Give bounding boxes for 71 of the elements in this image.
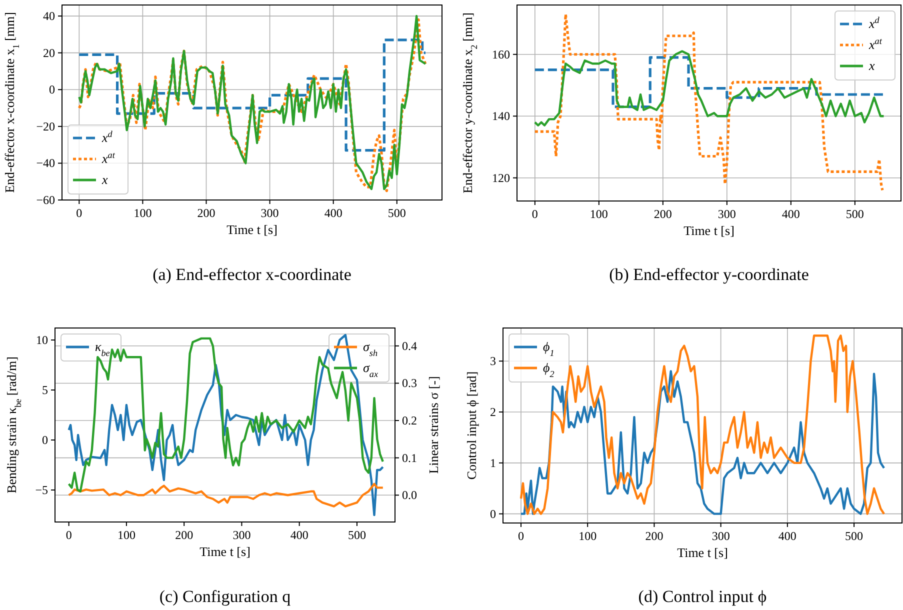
- x-tick-label: 500: [388, 206, 406, 220]
- x-tick-label: 100: [590, 207, 608, 221]
- y2-tick-label: 0.0: [402, 488, 417, 502]
- text: (d) Control input ϕ: [638, 587, 767, 606]
- y-tick-label: 0: [490, 506, 496, 521]
- x-tick-label: 400: [778, 529, 796, 543]
- y-tick-label: 0: [49, 82, 55, 97]
- x-tick-label: 500: [348, 528, 366, 542]
- y-tick-label: 40: [43, 9, 55, 24]
- y-tick-label: 20: [43, 46, 55, 60]
- y-tick-label: 5: [42, 383, 48, 397]
- x-tick-label: 300: [232, 528, 251, 542]
- text: (b) End-effector y-coordinate: [609, 265, 809, 284]
- x-tick-label: 0: [518, 529, 524, 543]
- y-tick-label: −60: [36, 193, 55, 207]
- x-tick-label: 400: [324, 206, 342, 220]
- x-tick-label: 100: [578, 529, 597, 543]
- x-tick-label: 0: [76, 206, 82, 220]
- x-tick-label: 100: [117, 528, 136, 542]
- y-tick-label: 120: [492, 170, 510, 185]
- y-axis-title: Control input ϕ [rad]: [464, 371, 479, 480]
- x-tick-label: 200: [645, 529, 664, 543]
- legend-label: x$^{at}$: [868, 36, 882, 52]
- y-tick-label: 3: [490, 354, 496, 368]
- x-tick-label: 400: [782, 207, 800, 221]
- y-tick-label: −20: [36, 119, 55, 134]
- legend-label: x$^{d}$: [868, 15, 880, 31]
- x-tick-label: 0: [532, 207, 538, 221]
- legend-label: x: [868, 58, 875, 73]
- x-tick-label: 200: [175, 528, 194, 542]
- y-tick-label: 2: [490, 405, 496, 420]
- legend-label: σ$_{ax}$: [363, 360, 378, 379]
- x-tick-label: 300: [712, 529, 730, 543]
- line-series: [520, 334, 886, 515]
- legend-label: x$^{at}$: [101, 150, 116, 166]
- legend-label: x$^{d}$: [101, 129, 113, 145]
- line-series: [534, 50, 885, 126]
- y-tick-label: 140: [492, 109, 510, 124]
- legend-label: κ$_{be}$: [95, 339, 110, 358]
- x-axis-title: Time t [s]: [677, 545, 728, 560]
- x-tick-label: 100: [134, 206, 152, 220]
- x-tick-label: 300: [718, 207, 736, 221]
- y2-tick-label: 0.4: [402, 338, 417, 353]
- text: (a) End-effector x-coordinate: [152, 265, 352, 284]
- x-tick-label: 300: [260, 206, 279, 220]
- y2-axis-title: Linear strains σ [-]: [426, 376, 441, 474]
- y-tick-label: 160: [492, 47, 510, 62]
- legend-label: ϕ$_{2}$: [543, 360, 555, 379]
- x-tick-label: 200: [654, 207, 672, 221]
- line-series: [68, 482, 384, 508]
- x-tick-label: 500: [845, 529, 864, 543]
- x-tick-label: 400: [290, 528, 308, 542]
- x-tick-label: 0: [66, 528, 72, 542]
- y-tick-label: −5: [35, 483, 48, 497]
- y-tick-label: 0: [42, 433, 48, 447]
- line-series: [534, 12, 884, 192]
- x-axis-title: Time t [s]: [684, 223, 734, 238]
- y2-tick-label: 0.3: [402, 376, 417, 390]
- legend-label: σ$_{sh}$: [363, 339, 378, 358]
- legend-label: x: [101, 172, 108, 187]
- x-axis-title: Time t [s]: [226, 222, 278, 237]
- x-tick-label: 200: [197, 206, 216, 220]
- legend-label: ϕ$_{1}$: [543, 339, 554, 358]
- text: (c) Configuration q: [159, 587, 292, 606]
- y-tick-label: 10: [36, 333, 48, 347]
- x-tick-label: 500: [846, 207, 864, 221]
- y-tick-label: −40: [36, 156, 55, 170]
- y-tick-label: 1: [490, 456, 496, 470]
- y2-tick-label: 0.2: [402, 414, 417, 428]
- x-axis-title: Time t [s]: [200, 544, 250, 559]
- y2-tick-label: 0.1: [402, 450, 417, 465]
